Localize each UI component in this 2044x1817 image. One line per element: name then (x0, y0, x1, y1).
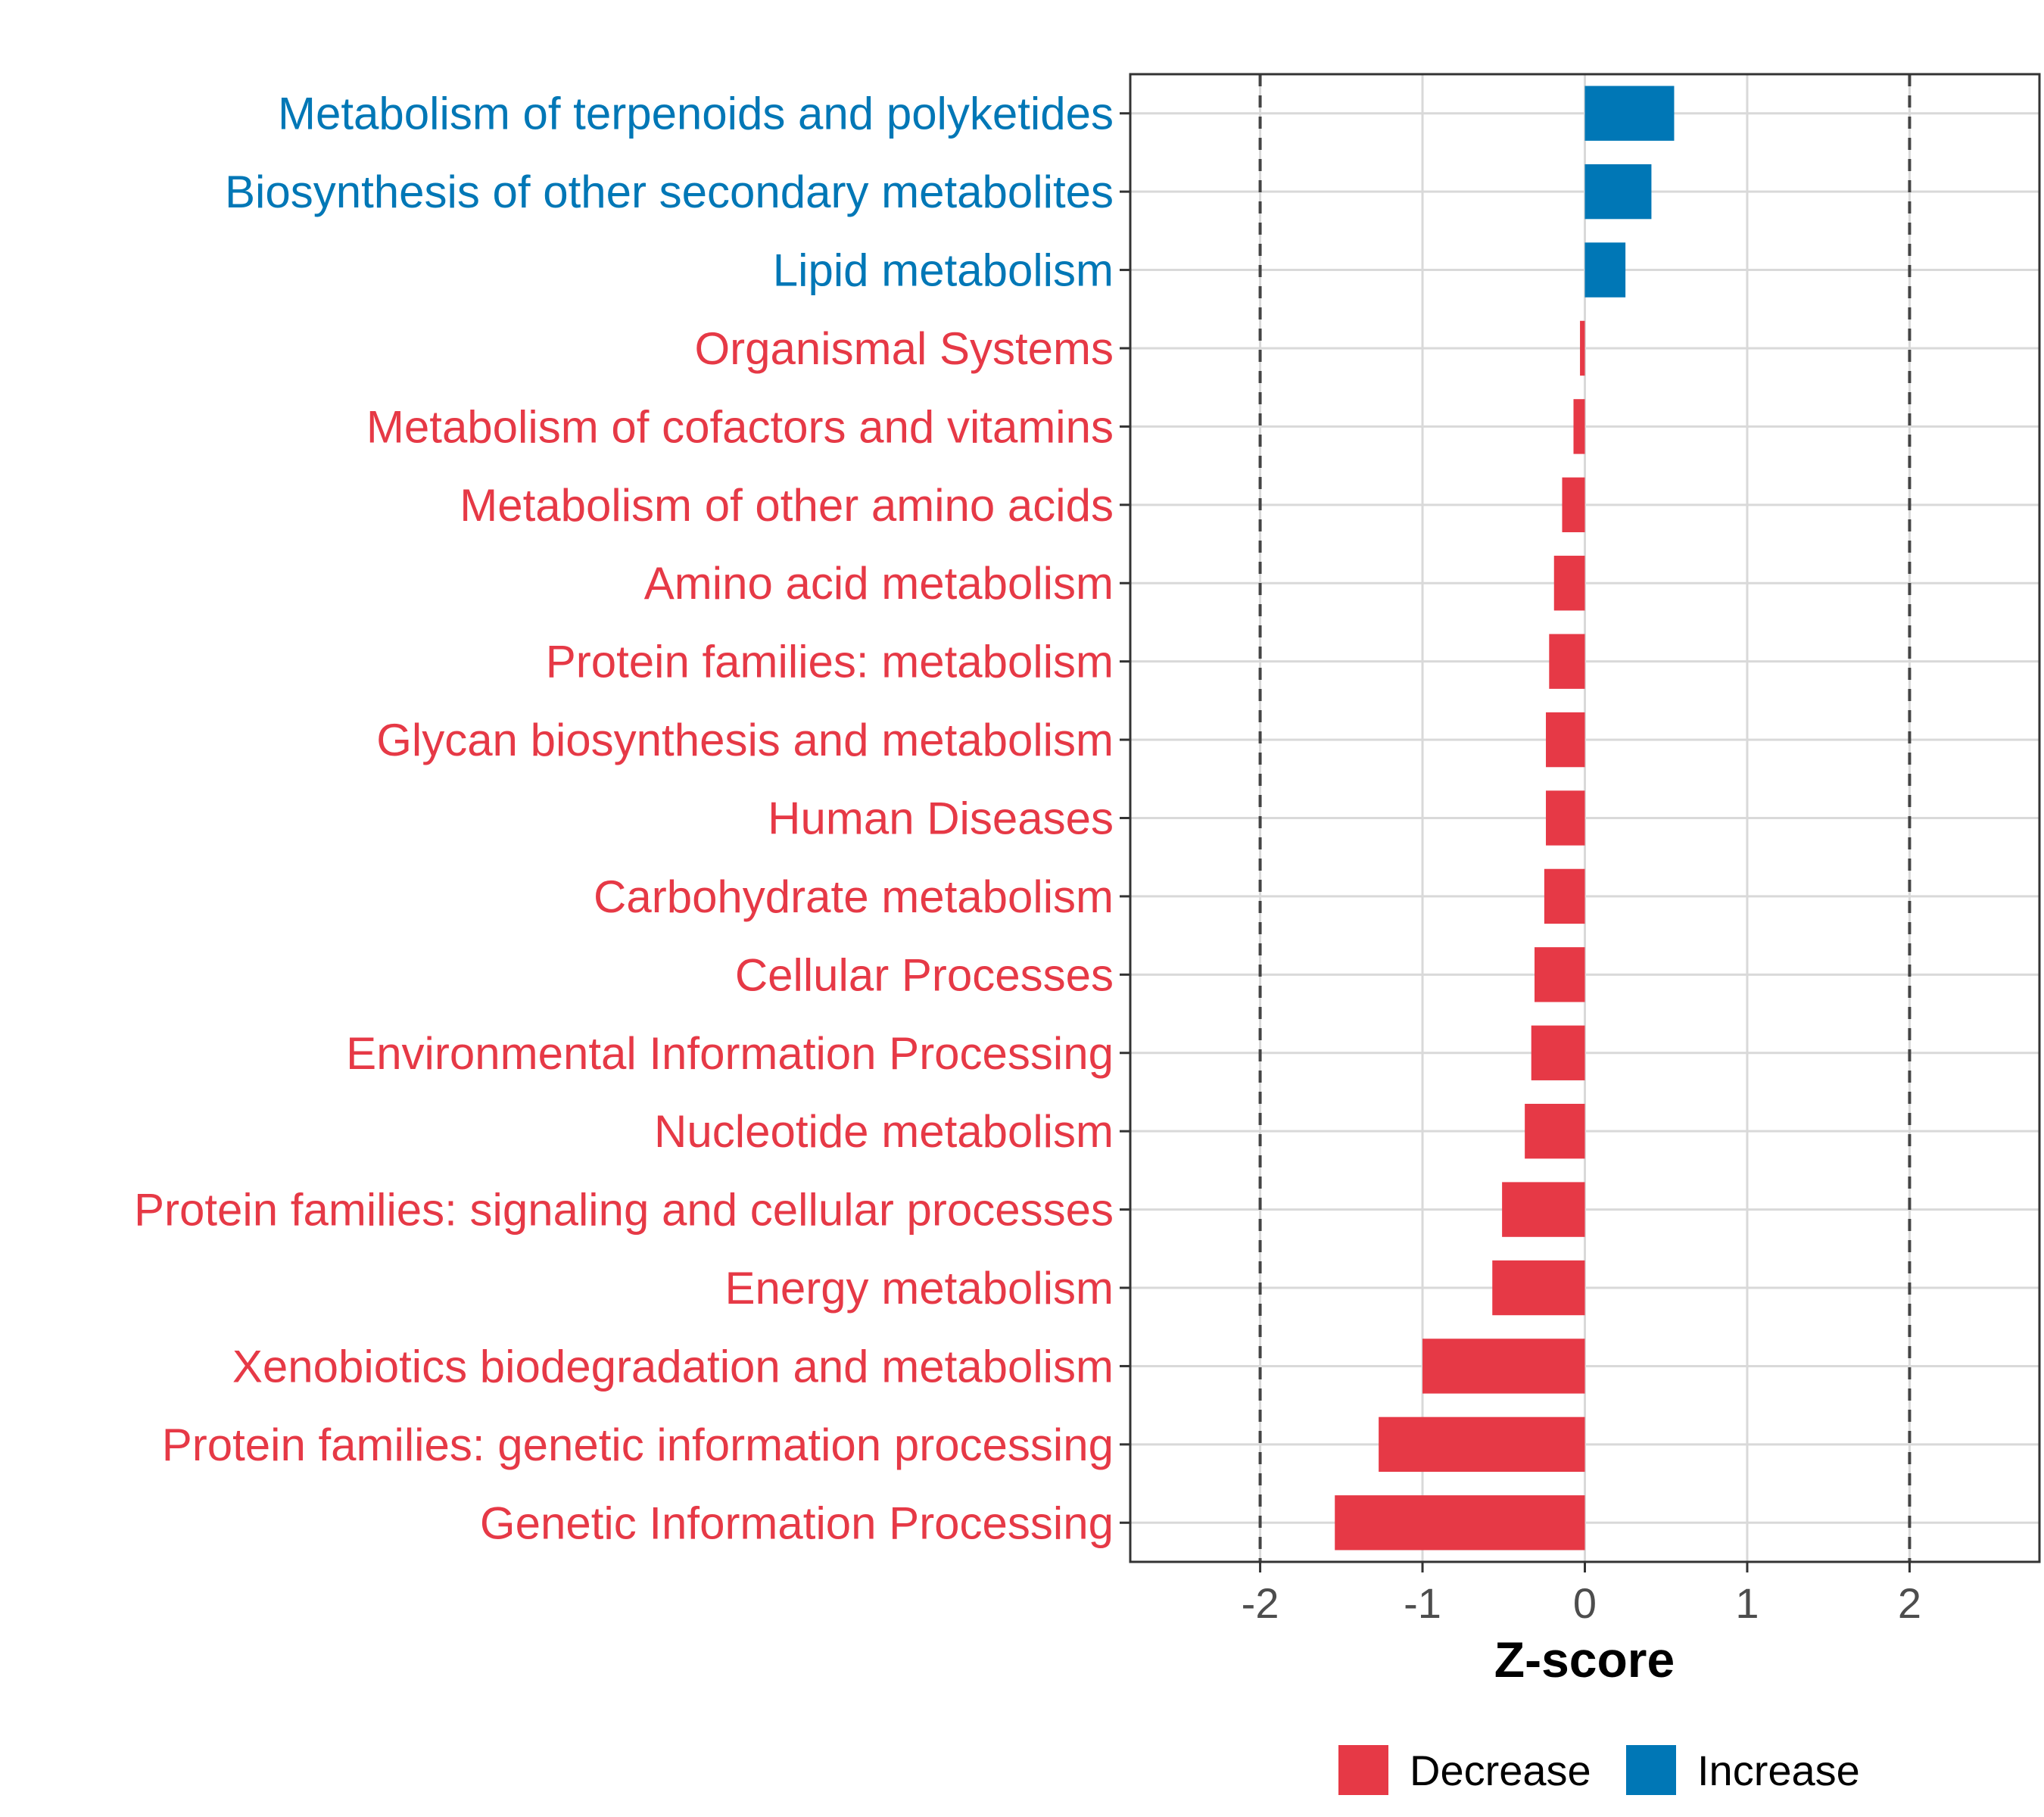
bar-7 (1549, 634, 1585, 689)
bar-2 (1584, 242, 1626, 298)
bar-9 (1546, 790, 1585, 846)
category-label-2: Lipid metabolism (773, 245, 1114, 296)
bar-4 (1573, 399, 1585, 454)
category-label-5: Metabolism of other amino acids (460, 480, 1114, 531)
x-tick-label-4: 2 (1898, 1579, 1921, 1627)
bar-12 (1531, 1025, 1585, 1080)
legend-key-decrease (1338, 1745, 1388, 1795)
category-label-7: Protein families: metabolism (546, 637, 1114, 687)
bar-15 (1492, 1260, 1585, 1316)
category-label-18: Genetic Information Processing (480, 1498, 1114, 1548)
bar-13 (1525, 1103, 1585, 1159)
category-label-10: Carbohydrate metabolism (594, 871, 1114, 922)
legend-key-increase (1626, 1745, 1676, 1795)
x-axis-title: Z-score (1494, 1632, 1675, 1688)
x-tick-label-0: -2 (1242, 1579, 1279, 1627)
bar-11 (1535, 947, 1585, 1002)
category-label-12: Environmental Information Processing (346, 1028, 1114, 1079)
legend-label-increase: Increase (1697, 1747, 1860, 1794)
bar-17 (1379, 1417, 1585, 1473)
legend-label-decrease: Decrease (1410, 1747, 1591, 1794)
bar-5 (1562, 477, 1585, 533)
category-label-14: Protein families: signaling and cellular… (134, 1185, 1114, 1236)
category-label-0: Metabolism of terpenoids and polyketides (278, 89, 1114, 139)
category-label-4: Metabolism of cofactors and vitamins (366, 401, 1114, 452)
category-label-3: Organismal Systems (695, 323, 1114, 374)
category-label-6: Amino acid metabolism (644, 558, 1114, 609)
bar-14 (1502, 1182, 1585, 1237)
x-axis-ticks: -2 -1 0 1 2 (1242, 1562, 1921, 1627)
category-label-13: Nucleotide metabolism (654, 1106, 1114, 1157)
bar-3 (1580, 320, 1585, 376)
bar-10 (1544, 868, 1585, 924)
legend: Decrease Increase (1338, 1745, 1860, 1795)
reference-lines (1258, 74, 1912, 1562)
bars (1335, 86, 1675, 1551)
category-label-8: Glycan biosynthesis and metabolism (376, 715, 1114, 765)
bar-8 (1546, 712, 1585, 768)
bar-1 (1584, 164, 1652, 220)
category-label-15: Energy metabolism (724, 1263, 1114, 1314)
bar-6 (1553, 556, 1585, 611)
category-label-17: Protein families: genetic information pr… (162, 1420, 1114, 1470)
category-label-11: Cellular Processes (735, 949, 1114, 1000)
bar-16 (1422, 1339, 1585, 1394)
y-axis-ticks (1120, 112, 1130, 1524)
x-tick-label-2: 0 (1573, 1579, 1597, 1627)
bar-0 (1584, 86, 1675, 141)
bar-18 (1335, 1495, 1585, 1551)
x-tick-label-1: -1 (1404, 1579, 1441, 1627)
category-label-9: Human Diseases (768, 793, 1114, 844)
category-label-16: Xenobiotics biodegradation and metabolis… (232, 1341, 1114, 1392)
category-label-1: Biosynthesis of other secondary metaboli… (225, 167, 1114, 217)
x-tick-label-3: 1 (1735, 1579, 1759, 1627)
y-axis-category-labels: Metabolism of terpenoids and polyketides… (134, 89, 1114, 1549)
